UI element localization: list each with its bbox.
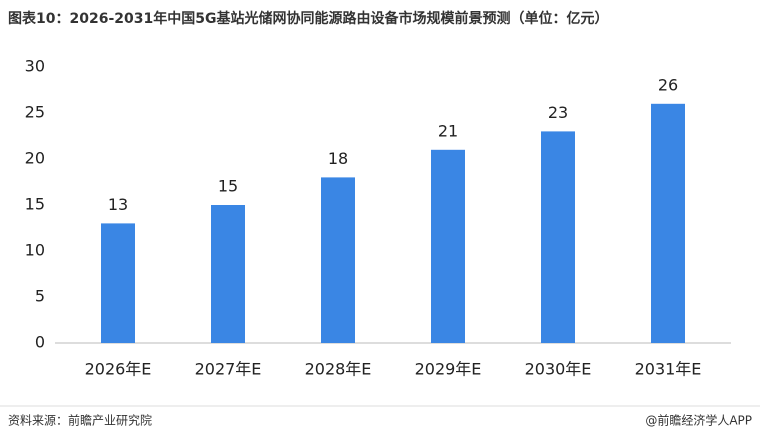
value-label: 18 xyxy=(328,149,348,168)
y-tick-label: 5 xyxy=(35,287,45,306)
y-tick-label: 25 xyxy=(25,103,45,122)
y-tick-label: 15 xyxy=(25,195,45,214)
x-tick-label: 2026年E xyxy=(85,360,152,379)
bar xyxy=(101,223,135,343)
x-tick-label: 2028年E xyxy=(305,360,372,379)
value-label: 23 xyxy=(548,103,568,122)
x-tick-label: 2031年E xyxy=(635,360,702,379)
value-label: 26 xyxy=(658,75,678,94)
bar xyxy=(211,205,245,343)
bar xyxy=(431,149,465,343)
chart-title: 图表10：2026-2031年中国5G基站光储网协同能源路由设备市场规模前景预测… xyxy=(8,10,608,27)
y-tick-label: 10 xyxy=(25,241,45,260)
value-label: 15 xyxy=(218,177,238,196)
bar xyxy=(651,103,685,343)
x-tick-label: 2029年E xyxy=(415,360,482,379)
x-tick-label: 2027年E xyxy=(195,360,262,379)
y-tick-label: 0 xyxy=(35,333,45,352)
bar xyxy=(321,177,355,343)
y-tick-label: 20 xyxy=(25,149,45,168)
bar xyxy=(541,131,575,343)
x-tick-label: 2030年E xyxy=(525,360,592,379)
value-label: 13 xyxy=(108,195,128,214)
value-label: 21 xyxy=(438,121,458,140)
credit: @前瞻经济学人APP xyxy=(645,413,752,428)
source: 资料来源：前瞻产业研究院 xyxy=(8,413,152,428)
y-tick-label: 30 xyxy=(25,57,45,76)
